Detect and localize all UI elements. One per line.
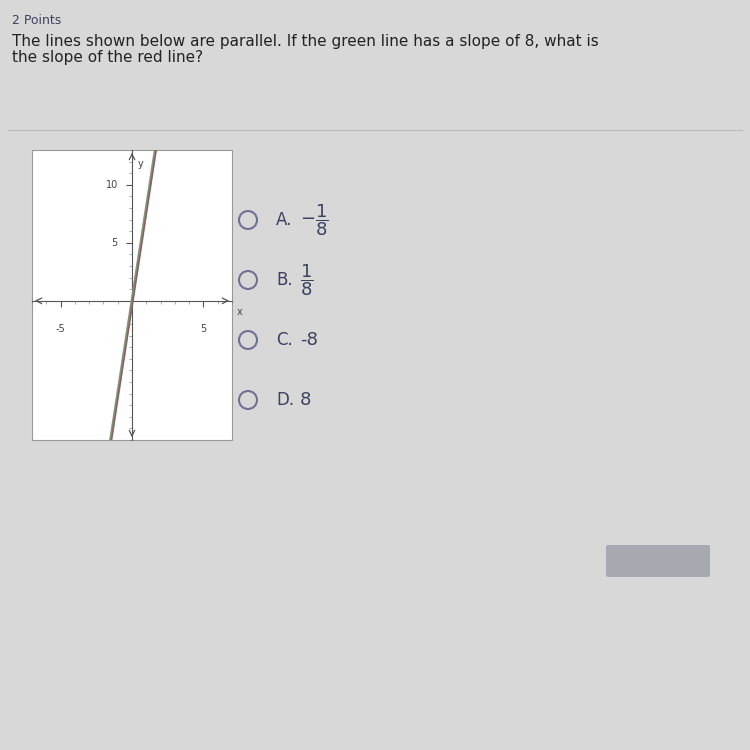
Text: $\dfrac{1}{8}$: $\dfrac{1}{8}$: [300, 262, 313, 298]
Text: -5: -5: [56, 324, 65, 334]
Text: x: x: [236, 308, 242, 317]
Text: SUBMIT: SUBMIT: [631, 554, 685, 568]
FancyBboxPatch shape: [606, 545, 710, 577]
Text: 8: 8: [300, 391, 311, 409]
Text: C.: C.: [276, 331, 292, 349]
Text: y: y: [138, 159, 143, 170]
Text: 5: 5: [112, 238, 118, 248]
Bar: [32, 150, 232, 440]
Text: 5: 5: [200, 324, 206, 334]
Text: B.: B.: [276, 271, 292, 289]
Text: $-\dfrac{1}{8}$: $-\dfrac{1}{8}$: [300, 202, 328, 238]
Text: 2 Points: 2 Points: [12, 14, 62, 27]
Text: 10: 10: [106, 180, 118, 190]
Text: -8: -8: [300, 331, 318, 349]
Text: the slope of the red line?: the slope of the red line?: [12, 50, 203, 65]
Text: A.: A.: [276, 211, 292, 229]
Text: D.: D.: [276, 391, 294, 409]
Text: The lines shown below are parallel. If the green line has a slope of 8, what is: The lines shown below are parallel. If t…: [12, 34, 598, 49]
